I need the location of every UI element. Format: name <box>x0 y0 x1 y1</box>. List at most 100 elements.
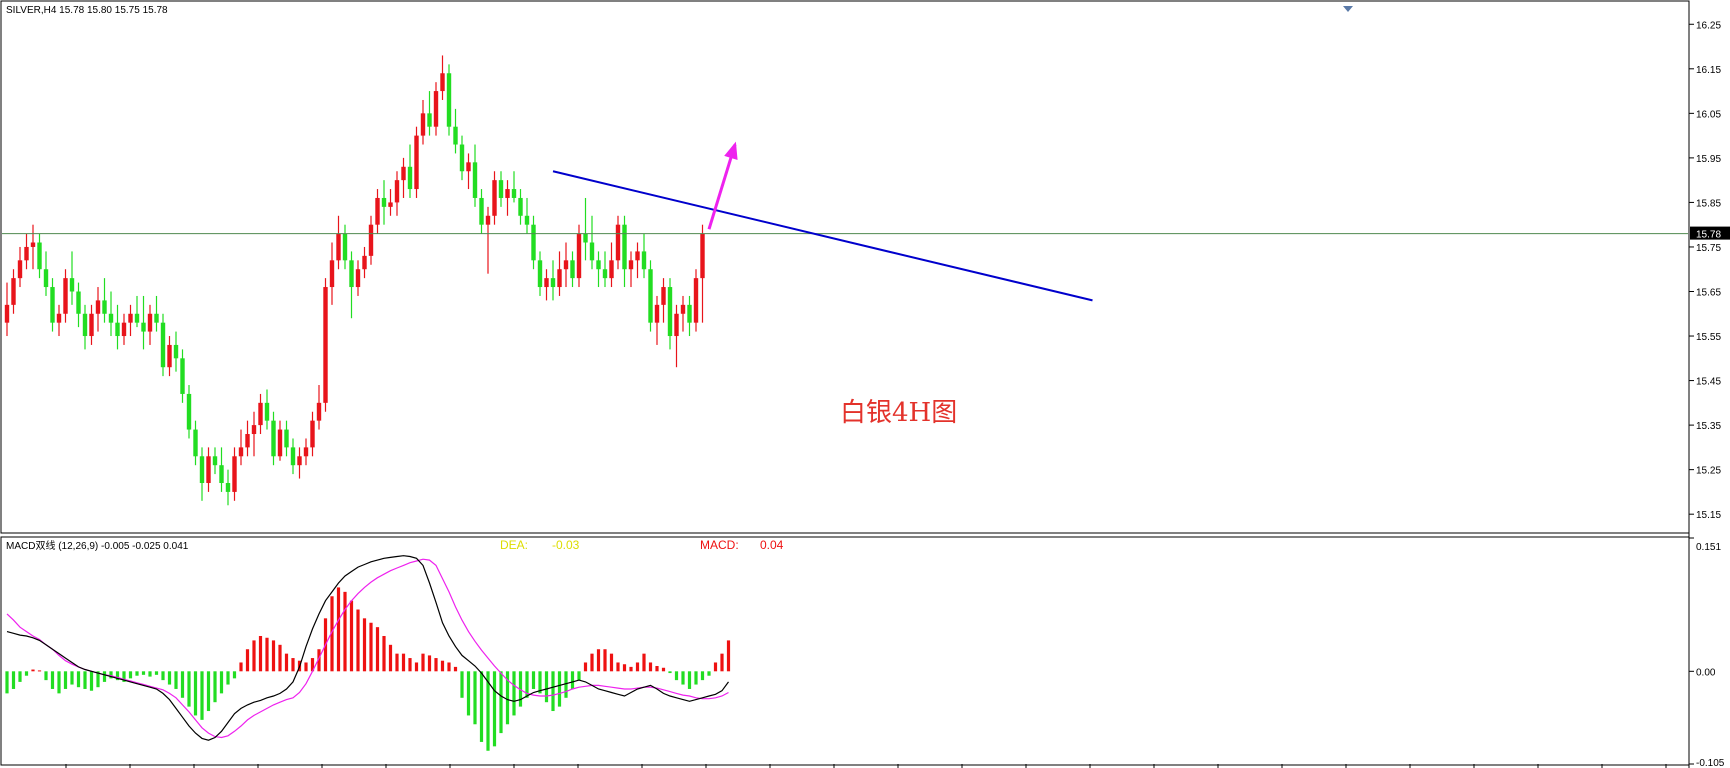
macd-histogram-bar <box>674 671 679 681</box>
candle-body <box>414 135 419 190</box>
candle-body <box>4 304 10 323</box>
candle-body <box>420 113 426 136</box>
macd-histogram-bar <box>408 658 412 672</box>
candle <box>524 197 530 234</box>
candle-body <box>310 420 315 448</box>
candle <box>303 438 309 466</box>
candle-body <box>687 304 692 323</box>
macd-histogram-bar <box>466 671 471 716</box>
macd-histogram-bar <box>252 640 256 672</box>
resistance-trendline[interactable] <box>552 170 1093 302</box>
macd-histogram-bar <box>304 662 308 672</box>
candle-body <box>271 420 276 457</box>
current-price-box <box>1690 226 1730 240</box>
candle <box>537 251 543 296</box>
macd-histogram-bar <box>115 671 120 681</box>
current-price-label: 15.78 <box>1696 230 1721 241</box>
candle <box>589 215 595 270</box>
macd-histogram-bar <box>330 596 334 672</box>
macd-histogram-bar <box>505 671 510 725</box>
candle <box>193 420 198 466</box>
candle-body <box>115 322 120 337</box>
candle <box>277 420 283 461</box>
candle-body <box>43 269 49 288</box>
candle-body <box>401 166 406 181</box>
macd-signal-line <box>6 558 729 739</box>
macd-histogram-bar <box>551 671 555 712</box>
candle <box>17 246 23 288</box>
macd-axis: 0.151 0.00 -0.105 <box>1689 537 1725 768</box>
macd-value: 0.04 <box>760 538 784 552</box>
macd-histogram-bar <box>616 662 620 672</box>
macd-pane[interactable] <box>0 536 1690 766</box>
candle-body <box>700 233 705 279</box>
candle <box>557 251 562 296</box>
macd-histogram-bar <box>720 653 724 672</box>
candle <box>219 447 224 492</box>
candle <box>667 278 673 350</box>
time-axis <box>65 764 1667 768</box>
candle-body <box>537 260 543 288</box>
candle <box>687 295 692 337</box>
macd-histogram-bar <box>648 662 653 672</box>
macd-histogram-bar <box>401 653 406 672</box>
candle-body <box>622 224 627 270</box>
candle <box>693 269 699 332</box>
breakout-arrow[interactable] <box>707 144 737 230</box>
macd-histogram-bar <box>486 671 490 751</box>
macd-histogram-bar <box>687 671 692 689</box>
candle-body <box>427 113 432 127</box>
macd-histogram-bar <box>453 666 458 672</box>
candle-body <box>674 313 679 337</box>
price-pane[interactable] <box>0 0 1690 534</box>
candle-body <box>492 180 497 216</box>
macd-histogram-bar <box>226 671 230 685</box>
candle <box>498 171 504 207</box>
macd-histogram-bar <box>726 640 731 672</box>
macd-histogram-bar <box>200 671 204 720</box>
candle-body <box>336 233 341 261</box>
candle <box>50 278 55 332</box>
candle-body <box>121 322 127 337</box>
shift-marker-icon[interactable] <box>1343 6 1353 12</box>
candle-body <box>277 429 283 457</box>
candle-body <box>531 224 536 261</box>
macd-layer <box>5 555 731 751</box>
candle <box>563 242 569 288</box>
candle-body <box>609 260 614 279</box>
candle <box>700 224 705 323</box>
macd-histogram-bar <box>135 671 139 676</box>
price-tick-label: 15.85 <box>1696 198 1721 209</box>
macd-histogram-bar <box>63 671 68 689</box>
price-tick-label: 15.55 <box>1696 332 1721 343</box>
macd-histogram-bar <box>564 671 568 698</box>
macd-histogram-bar <box>180 671 185 698</box>
candle-body <box>583 233 588 243</box>
candle <box>95 287 101 332</box>
macd-histogram-bar <box>531 671 536 689</box>
candle-body <box>635 251 640 261</box>
macd-histogram-bar <box>635 662 640 672</box>
candle-body <box>485 215 491 225</box>
chart-annotation: 白银4H图 <box>840 398 957 428</box>
candle <box>147 304 153 345</box>
candle-body <box>284 429 289 448</box>
symbol-info: SILVER,H4 15.78 15.80 15.75 15.78 <box>6 5 168 16</box>
candle-body <box>290 447 296 466</box>
macd-histogram-bar <box>609 653 614 672</box>
candle-body <box>238 447 244 457</box>
macd-histogram-bar <box>427 655 432 672</box>
macd-histogram-bar <box>538 671 542 694</box>
macd-histogram-bar <box>375 627 380 672</box>
candle-body <box>466 162 471 172</box>
candle-body <box>459 144 465 172</box>
macd-histogram-bar <box>232 671 237 679</box>
candle <box>24 233 29 270</box>
candle-body <box>342 233 348 261</box>
candle <box>407 144 413 198</box>
price-tick-label: 15.95 <box>1696 154 1721 165</box>
candle <box>297 447 302 479</box>
candle-body <box>154 313 159 323</box>
candle-body <box>219 465 224 484</box>
